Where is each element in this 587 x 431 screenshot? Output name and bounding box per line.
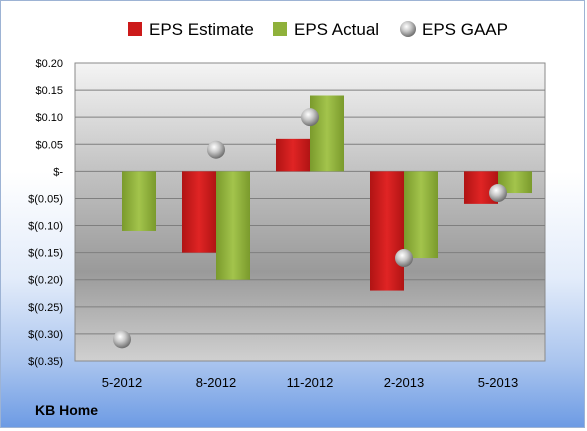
eps-gaap-marker: [207, 140, 225, 159]
y-tick-label: $(0.15): [28, 248, 63, 260]
y-tick-label: $(0.20): [28, 275, 63, 287]
y-tick-label: $(0.30): [28, 329, 63, 341]
y-tick-label: $0.15: [35, 85, 63, 97]
y-tick-label: $(0.05): [28, 193, 63, 205]
y-tick-label: $0.10: [35, 112, 63, 124]
eps-actual-bar: [310, 95, 344, 172]
gaap-markers: [113, 108, 507, 349]
eps-estimate-legend-label: EPS Estimate: [149, 20, 254, 39]
eps-actual-bar: [122, 171, 156, 231]
x-category-label: 5-2012: [102, 375, 142, 390]
eps-gaap-marker: [113, 330, 131, 349]
y-tick-label: $0.05: [35, 139, 63, 151]
eps-gaap-marker: [489, 184, 507, 203]
x-category-label: 2-2013: [384, 375, 424, 390]
eps-actual-bar: [216, 171, 250, 280]
x-category-label: 11-2012: [287, 375, 334, 390]
eps-actual-legend-label: EPS Actual: [294, 20, 379, 39]
eps-estimate-bar: [182, 171, 216, 253]
legend: EPS Estimate EPS Actual EPS GAAP: [128, 20, 508, 39]
y-axis-ticks: $0.20 $0.15 $0.10 $0.05 $- $(0.05) $(0.10) $(0.…: [28, 58, 63, 368]
x-category-label: 8-2012: [196, 375, 236, 390]
x-category-label: 5-2013: [478, 375, 518, 390]
company-label: KB Home: [35, 402, 99, 418]
x-axis-categories: 5-2012 8-2012 11-2012 2-2013 5-2013: [102, 375, 518, 390]
y-tick-label: $(0.25): [28, 302, 63, 314]
eps-actual-legend-swatch: [273, 22, 287, 36]
eps-estimate-legend-swatch: [128, 22, 142, 36]
eps-gaap-marker: [301, 108, 319, 127]
y-tick-label: $-: [53, 166, 63, 178]
eps-gaap-legend-label: EPS GAAP: [422, 20, 508, 39]
eps-gaap-marker: [395, 249, 413, 268]
grid-lines: [75, 89, 545, 335]
eps-actual-bar: [404, 171, 438, 259]
y-tick-label: $(0.10): [28, 221, 63, 233]
eps-estimate-bar: [276, 138, 310, 172]
eps-gaap-legend-swatch: [400, 21, 416, 37]
y-tick-label: $0.20: [35, 58, 63, 70]
eps-estimate-bar: [370, 171, 404, 291]
y-tick-label: $(0.35): [28, 356, 63, 368]
eps-actual-bar: [498, 171, 532, 194]
